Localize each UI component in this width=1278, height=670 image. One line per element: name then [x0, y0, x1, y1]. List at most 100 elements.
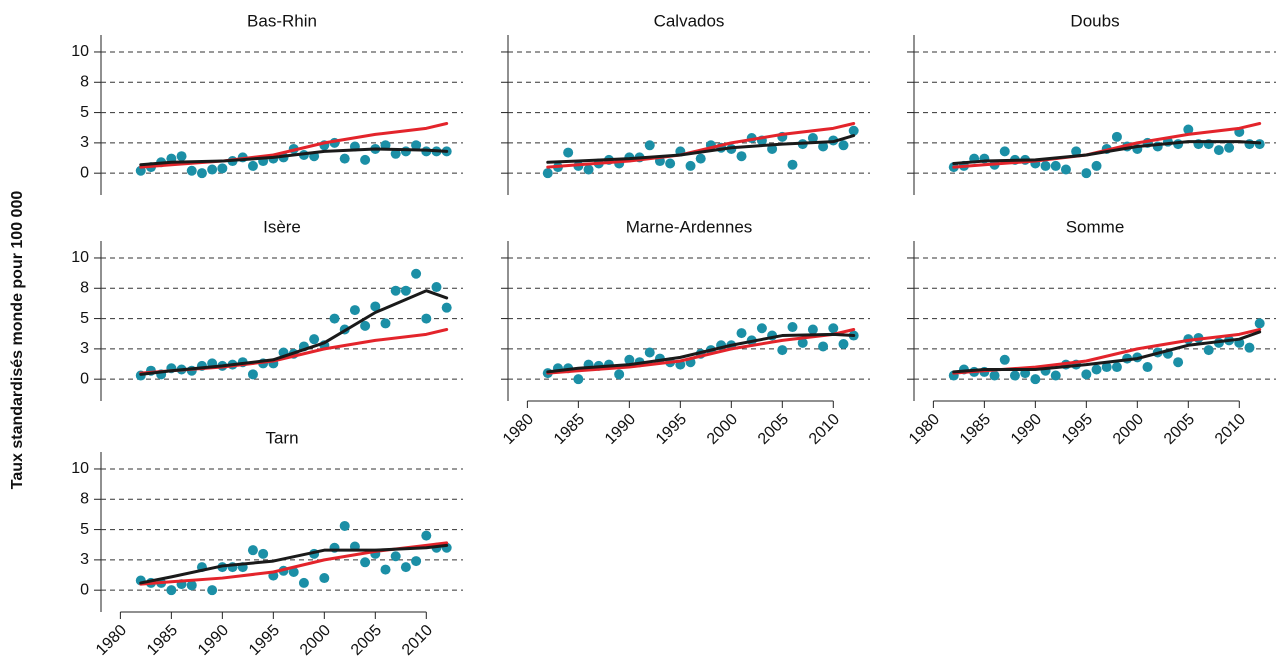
- data-point: [329, 313, 340, 324]
- data-point: [339, 153, 350, 164]
- y-tick-label: 8: [80, 279, 89, 296]
- data-point: [756, 323, 767, 334]
- data-point: [695, 153, 706, 164]
- data-point: [360, 154, 371, 165]
- trend-line: [139, 121, 449, 169]
- data-point: [644, 347, 655, 358]
- data-point: [390, 148, 401, 159]
- data-point: [838, 140, 849, 151]
- data-point: [1091, 364, 1102, 375]
- data-point: [421, 313, 432, 324]
- y-tick-label: 0: [80, 581, 89, 598]
- panel: Doubs: [907, 11, 1276, 195]
- data-point: [1173, 357, 1184, 368]
- data-point: [1071, 146, 1082, 157]
- data-point: [1213, 145, 1224, 156]
- data-point: [787, 322, 798, 333]
- data-point: [360, 320, 371, 331]
- data-point: [1081, 168, 1092, 179]
- y-tick-label: 3: [80, 551, 89, 568]
- data-point: [828, 323, 839, 334]
- x-tick-label: 1990: [602, 411, 639, 448]
- y-tick-label: 10: [71, 460, 89, 477]
- panel-title: Somme: [1066, 217, 1125, 236]
- trend-line: [139, 541, 449, 586]
- data-point: [573, 374, 584, 385]
- data-point: [848, 125, 859, 136]
- y-axis-title: Taux standardisés monde pour 100 000: [9, 191, 26, 490]
- trend-line: [952, 140, 1262, 165]
- data-point: [583, 164, 594, 175]
- data-point: [1050, 160, 1061, 171]
- x-tick-label: 2010: [1212, 411, 1249, 448]
- data-point: [1081, 369, 1092, 380]
- y-tick-label: 5: [80, 104, 89, 121]
- data-point: [1111, 362, 1122, 373]
- x-tick-label: 2000: [297, 622, 334, 659]
- data-point: [207, 164, 218, 175]
- data-point: [411, 556, 422, 567]
- data-point: [818, 141, 829, 152]
- data-point: [614, 369, 625, 380]
- data-point: [298, 577, 309, 588]
- trend-line: [139, 147, 449, 167]
- data-point: [1030, 374, 1041, 385]
- panel-title: Marne-Ardennes: [626, 217, 753, 236]
- data-point: [624, 354, 635, 365]
- x-tick-label: 2005: [1161, 411, 1198, 448]
- x-tick-label: 2010: [806, 411, 843, 448]
- x-tick-label: 2010: [399, 622, 436, 659]
- data-point: [665, 158, 676, 169]
- x-tick-label: 1985: [551, 411, 588, 448]
- data-point: [196, 168, 207, 179]
- x-tick-label: 1980: [93, 622, 130, 659]
- data-point: [989, 370, 1000, 381]
- panel: Calvados: [501, 11, 870, 195]
- data-point: [542, 168, 553, 179]
- data-point: [247, 160, 258, 171]
- trend-line: [546, 121, 856, 169]
- panel-title: Doubs: [1070, 11, 1119, 30]
- data-point: [736, 151, 747, 162]
- y-tick-label: 0: [80, 164, 89, 181]
- data-point: [380, 564, 391, 575]
- data-point: [644, 140, 655, 151]
- data-point: [258, 548, 269, 559]
- x-tick-label: 1995: [246, 622, 283, 659]
- y-tick-label: 5: [80, 310, 89, 327]
- data-point: [166, 585, 177, 596]
- data-point: [411, 140, 422, 151]
- trend-line: [139, 543, 449, 585]
- x-tick-label: 2000: [704, 411, 741, 448]
- data-point: [441, 302, 452, 313]
- panel: Bas-Rhin 0 3 5 8 10: [71, 11, 463, 195]
- data-point: [1254, 318, 1265, 329]
- x-tick-label: 1990: [195, 622, 232, 659]
- x-tick-label: 1985: [144, 622, 181, 659]
- data-point: [736, 328, 747, 339]
- trend-line: [952, 121, 1262, 169]
- panel-title: Isère: [263, 217, 301, 236]
- data-point: [999, 354, 1010, 365]
- data-point: [390, 285, 401, 296]
- panel-title: Tarn: [265, 428, 298, 447]
- data-point: [319, 573, 330, 584]
- panel-title: Bas-Rhin: [247, 11, 317, 30]
- panel: Marne-Ardennes 1980 1985 1990 1995 2000 2005 20…: [500, 217, 870, 448]
- data-point: [1203, 345, 1214, 356]
- data-point: [1111, 131, 1122, 142]
- data-point: [777, 345, 788, 356]
- data-point: [421, 530, 432, 541]
- x-tick-label: 1985: [957, 411, 994, 448]
- data-point: [787, 159, 798, 170]
- data-point: [339, 520, 350, 531]
- data-point: [207, 585, 218, 596]
- data-point: [1183, 124, 1194, 135]
- x-tick-label: 1990: [1008, 411, 1045, 448]
- data-point: [797, 337, 808, 348]
- data-point: [999, 146, 1010, 157]
- trend-line: [546, 134, 856, 164]
- data-point: [400, 562, 411, 573]
- data-point: [563, 147, 574, 158]
- data-point: [309, 334, 320, 345]
